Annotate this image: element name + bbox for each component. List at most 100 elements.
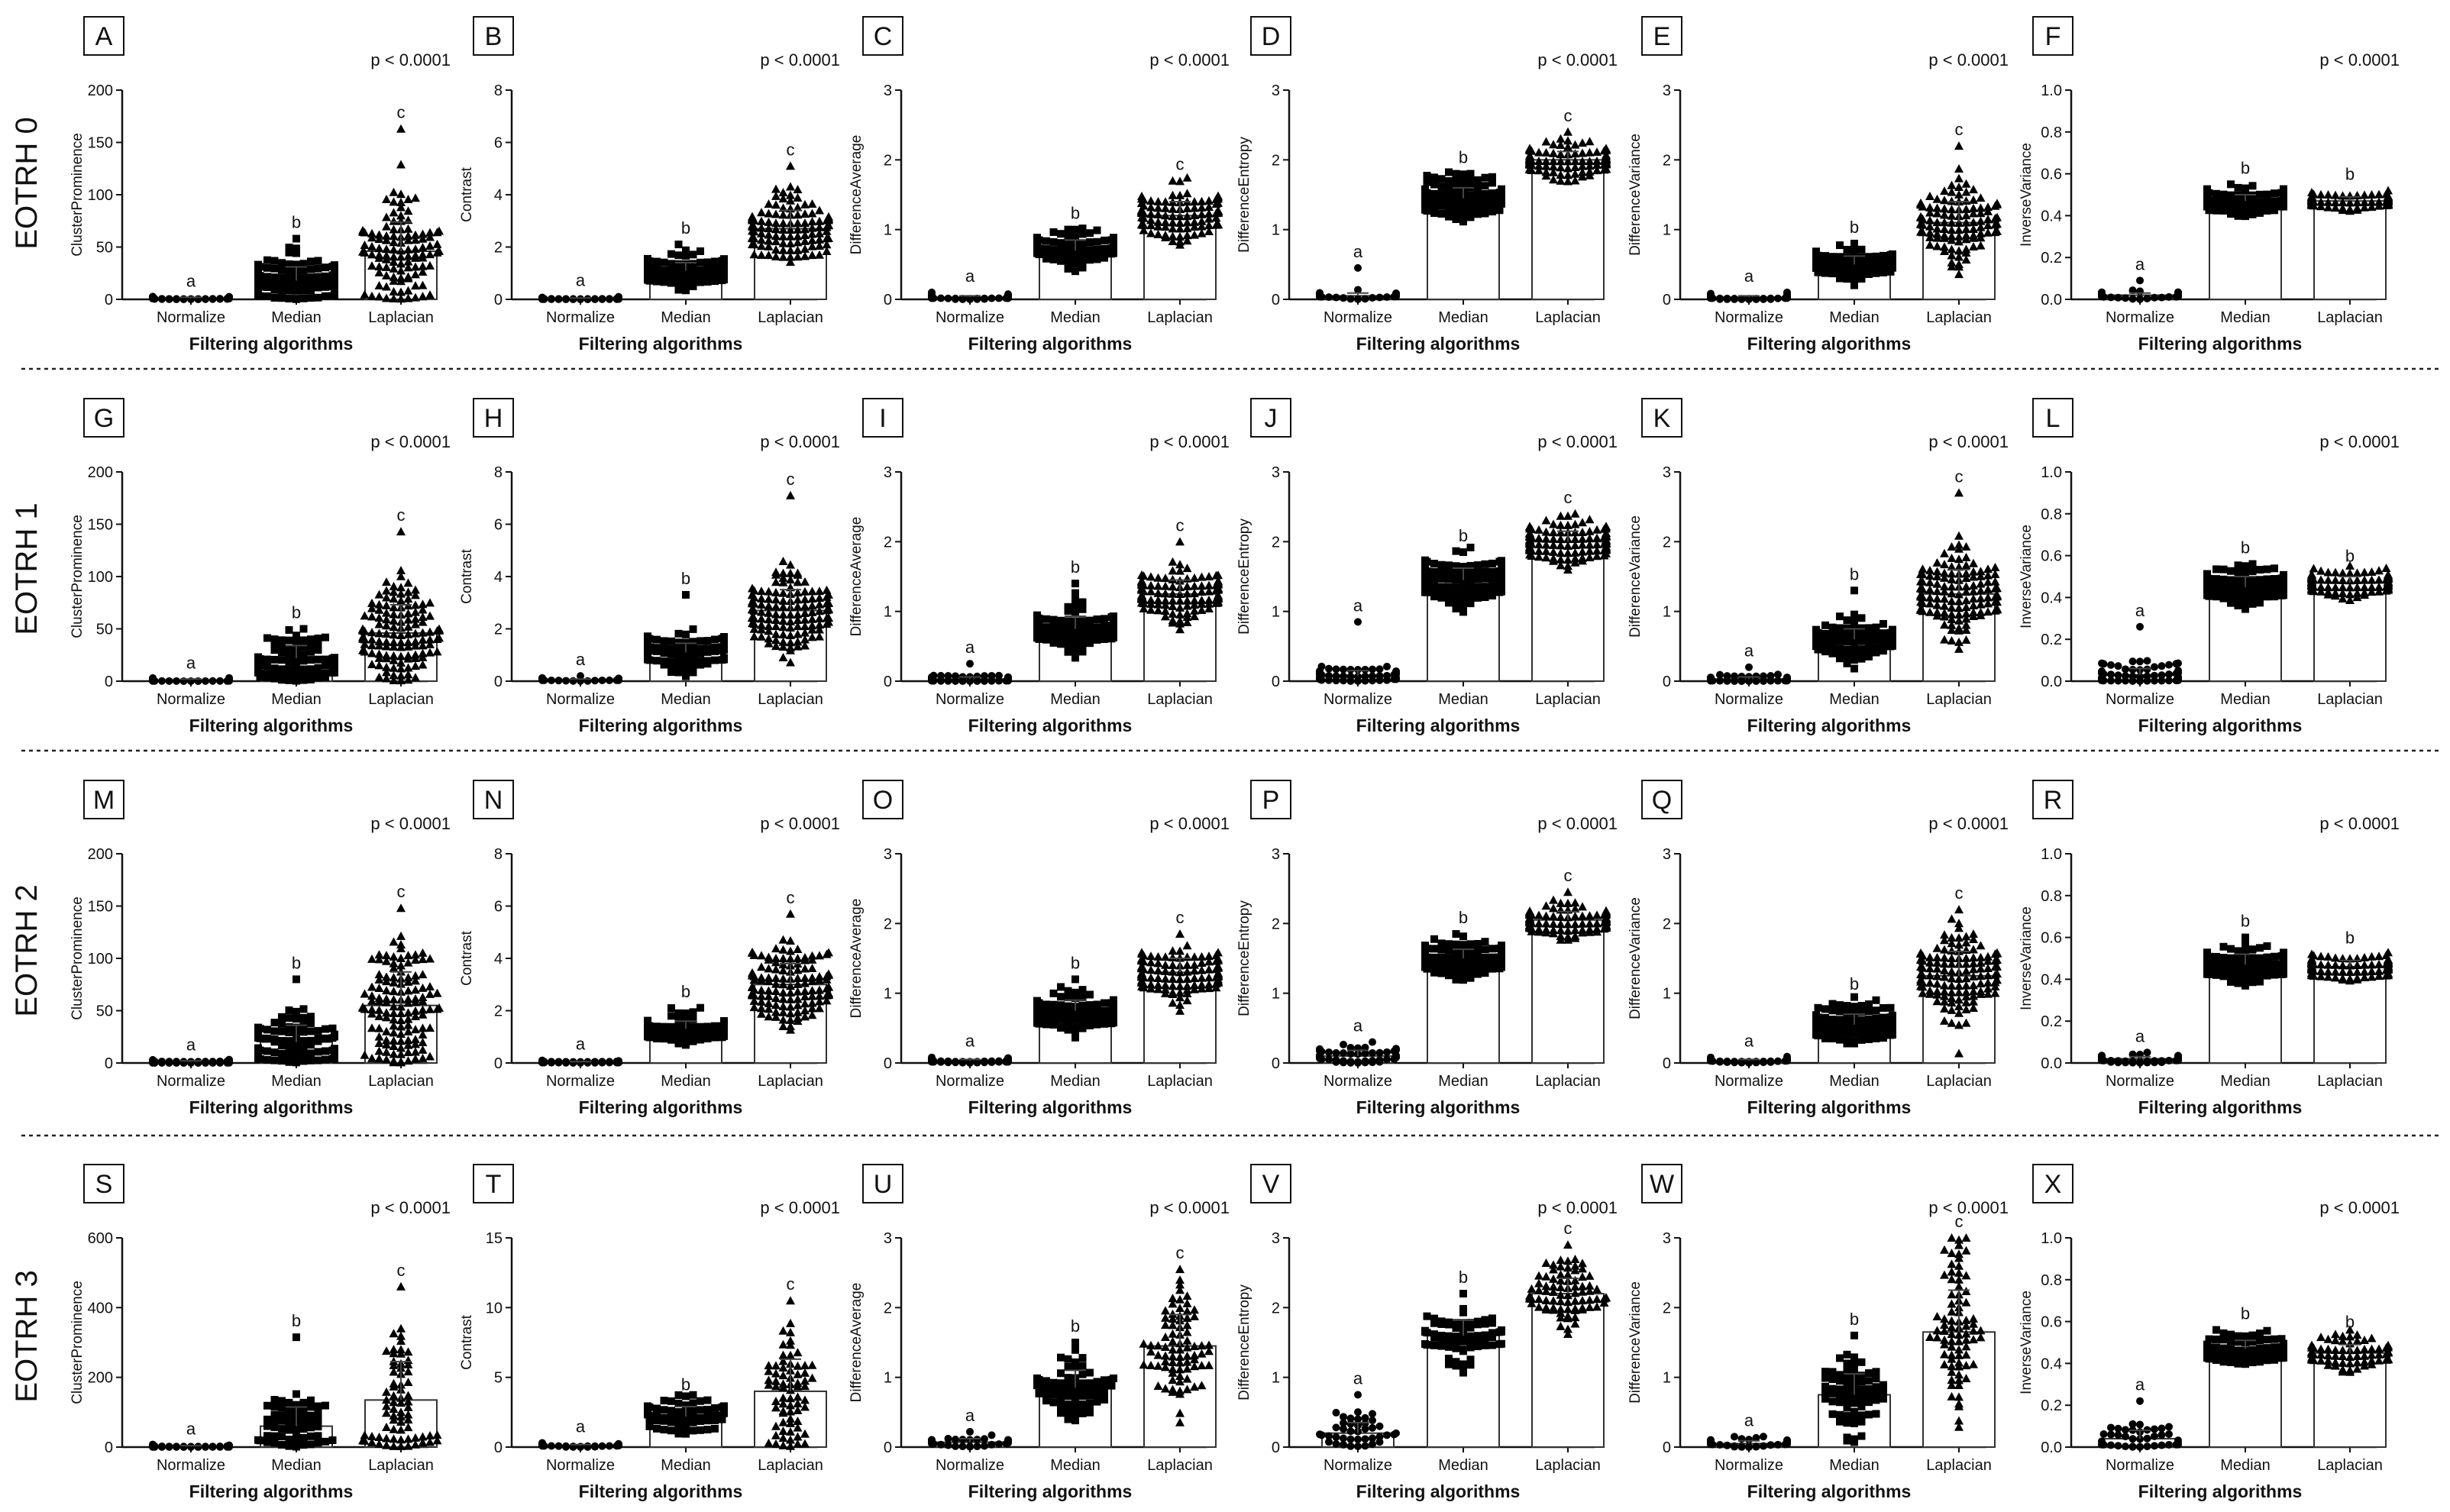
- data-point: [1836, 253, 1844, 261]
- data-point: [1064, 225, 1072, 234]
- data-point: [1865, 260, 1873, 268]
- data-point: [1175, 537, 1185, 546]
- data-point: [1880, 259, 1887, 267]
- data-point: [1850, 267, 1858, 276]
- data-point: [2316, 566, 2326, 575]
- y-axis-label: ClusterProminence: [69, 515, 86, 638]
- data-point: [331, 1045, 338, 1053]
- x-tick-label: Normalize: [157, 309, 225, 326]
- data-point: [987, 671, 996, 680]
- data-point: [263, 279, 271, 287]
- data-point: [382, 270, 391, 279]
- data-point: [1161, 218, 1170, 227]
- data-point: [270, 635, 279, 644]
- data-point: [1488, 179, 1496, 187]
- data-point: [1078, 598, 1087, 606]
- data-point: [1332, 1048, 1340, 1057]
- significance-letter: a: [2135, 254, 2145, 273]
- data-point: [1541, 161, 1551, 170]
- data-point: [606, 295, 613, 303]
- data-point: [307, 656, 315, 664]
- data-point: [403, 286, 413, 295]
- data-point: [1459, 961, 1467, 970]
- panel-letter: I: [879, 404, 886, 433]
- data-point: [1078, 617, 1087, 625]
- data-point: [689, 273, 697, 282]
- data-point: [307, 1019, 315, 1027]
- data-point: [786, 195, 795, 205]
- y-tick-label: 1.0: [2041, 82, 2062, 99]
- data-point: [689, 267, 697, 275]
- data-point: [764, 973, 774, 982]
- x-tick-label: Laplacian: [368, 309, 434, 326]
- y-tick-label: 0.2: [2041, 632, 2062, 648]
- x-tick-label: Laplacian: [758, 691, 823, 708]
- y-tick-label: 0.6: [2041, 548, 2062, 565]
- significance-letter: c: [787, 470, 795, 489]
- data-point: [1042, 629, 1050, 638]
- data-point: [418, 948, 428, 957]
- data-point: [1556, 511, 1566, 520]
- data-point: [1459, 218, 1467, 226]
- data-point: [1317, 662, 1326, 670]
- data-point: [2374, 575, 2384, 584]
- data-point: [800, 230, 810, 239]
- p-value-label: p < 0.0001: [370, 432, 451, 451]
- data-point: [1766, 294, 1775, 302]
- data-point: [1976, 193, 1986, 202]
- data-point: [1488, 208, 1496, 216]
- data-point: [307, 665, 315, 674]
- data-point: [285, 267, 293, 275]
- data-point: [396, 939, 406, 948]
- data-point: [660, 645, 668, 653]
- data-point: [1430, 560, 1438, 568]
- data-point: [757, 228, 766, 237]
- data-point: [1146, 215, 1156, 225]
- data-point: [2098, 659, 2106, 667]
- data-point: [2307, 187, 2316, 196]
- data-point: [554, 677, 563, 685]
- x-tick-label: Median: [1829, 691, 1880, 708]
- y-axis-label: DifferenceAverage: [848, 899, 865, 1019]
- data-point: [674, 279, 683, 287]
- data-point: [682, 1009, 690, 1017]
- data-point: [307, 648, 315, 656]
- data-point: [653, 644, 661, 652]
- data-point: [653, 1023, 661, 1031]
- data-point: [1563, 163, 1572, 173]
- data-point: [382, 250, 391, 260]
- data-point: [952, 294, 959, 302]
- data-point: [1481, 202, 1489, 210]
- data-point: [711, 265, 719, 273]
- data-point: [1474, 583, 1482, 591]
- data-point: [403, 272, 413, 281]
- data-point: [667, 1004, 675, 1013]
- data-point: [1452, 576, 1460, 584]
- data-point: [1459, 968, 1467, 977]
- data-point: [314, 264, 322, 273]
- data-point: [1346, 665, 1355, 674]
- data-point: [674, 260, 683, 268]
- data-point: [2143, 657, 2151, 665]
- data-point: [757, 216, 766, 225]
- significance-letter: b: [1459, 526, 1468, 545]
- data-point: [2256, 589, 2264, 597]
- panel-letter: L: [2046, 404, 2061, 433]
- data-point: [1153, 210, 1163, 219]
- data-point: [270, 1056, 279, 1065]
- y-tick-label: 8: [494, 82, 503, 99]
- data-point: [382, 293, 391, 302]
- data-point: [703, 277, 712, 286]
- data-point: [697, 273, 704, 281]
- data-point: [1445, 168, 1453, 176]
- data-point: [674, 241, 683, 249]
- data-point: [2203, 570, 2211, 578]
- data-point: [1361, 665, 1369, 674]
- data-point: [1452, 583, 1460, 592]
- data-point: [1086, 238, 1094, 247]
- data-point: [307, 279, 315, 288]
- data-point: [307, 273, 315, 282]
- data-point: [1836, 645, 1844, 653]
- data-point: [682, 666, 690, 674]
- data-point: [263, 273, 271, 281]
